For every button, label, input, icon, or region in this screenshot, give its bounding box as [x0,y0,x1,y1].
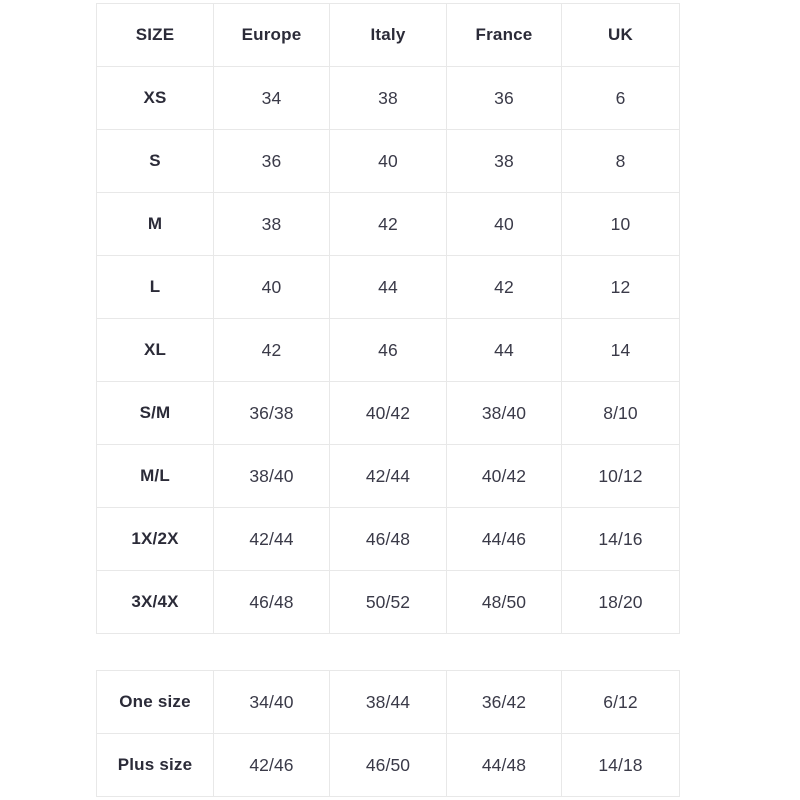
primary-size-table: SIZE Europe Italy France UK XS 34 38 36 … [96,3,680,634]
row-label-m: M [96,192,214,256]
cell-1x-2x-europe: 42/44 [213,507,330,571]
cell-m-l-france: 40/42 [446,444,562,508]
column-header-size: SIZE [96,3,214,67]
column-header-italy: Italy [329,3,447,67]
cell-m-uk: 10 [561,192,680,256]
cell-3x-4x-france: 48/50 [446,570,562,634]
cell-m-europe: 38 [213,192,330,256]
cell-s-uk: 8 [561,129,680,193]
cell-xs-europe: 34 [213,66,330,130]
table-row: 1X/2X 42/44 46/48 44/46 14/16 [96,507,680,571]
table-row: XL 42 46 44 14 [96,318,680,382]
cell-s-france: 38 [446,129,562,193]
cell-l-uk: 12 [561,255,680,319]
cell-xl-europe: 42 [213,318,330,382]
row-label-3x-4x: 3X/4X [96,570,214,634]
cell-3x-4x-uk: 18/20 [561,570,680,634]
row-label-s: S [96,129,214,193]
cell-l-europe: 40 [213,255,330,319]
cell-s-europe: 36 [213,129,330,193]
cell-plus-size-uk: 14/18 [561,733,680,797]
cell-xl-italy: 46 [329,318,447,382]
size-chart-stack: SIZE Europe Italy France UK XS 34 38 36 … [96,3,680,797]
cell-xl-uk: 14 [561,318,680,382]
column-header-france: France [446,3,562,67]
combined-size-table: One size 34/40 38/44 36/42 6/12 Plus siz… [96,670,680,797]
cell-s-m-uk: 8/10 [561,381,680,445]
table-row: 3X/4X 46/48 50/52 48/50 18/20 [96,570,680,634]
cell-s-m-france: 38/40 [446,381,562,445]
cell-m-l-uk: 10/12 [561,444,680,508]
table-row: One size 34/40 38/44 36/42 6/12 [96,670,680,734]
row-label-m-l: M/L [96,444,214,508]
cell-one-size-france: 36/42 [446,670,562,734]
cell-s-m-europe: 36/38 [213,381,330,445]
cell-xs-italy: 38 [329,66,447,130]
row-label-plus-size: Plus size [96,733,214,797]
cell-3x-4x-italy: 50/52 [329,570,447,634]
column-header-uk: UK [561,3,680,67]
cell-3x-4x-europe: 46/48 [213,570,330,634]
cell-m-l-europe: 38/40 [213,444,330,508]
cell-one-size-uk: 6/12 [561,670,680,734]
cell-1x-2x-uk: 14/16 [561,507,680,571]
row-label-l: L [96,255,214,319]
combined-table-body: One size 34/40 38/44 36/42 6/12 Plus siz… [96,670,680,797]
primary-table-header: SIZE Europe Italy France UK [96,3,680,67]
table-row: Plus size 42/46 46/50 44/48 14/18 [96,733,680,797]
cell-s-m-italy: 40/42 [329,381,447,445]
cell-xs-france: 36 [446,66,562,130]
row-label-1x-2x: 1X/2X [96,507,214,571]
cell-m-l-italy: 42/44 [329,444,447,508]
row-label-s-m: S/M [96,381,214,445]
row-label-xs: XS [96,66,214,130]
column-header-europe: Europe [213,3,330,67]
row-label-one-size: One size [96,670,214,734]
table-row: M/L 38/40 42/44 40/42 10/12 [96,444,680,508]
cell-xs-uk: 6 [561,66,680,130]
cell-plus-size-italy: 46/50 [329,733,447,797]
table-row: M 38 42 40 10 [96,192,680,256]
cell-l-france: 42 [446,255,562,319]
table-separator-gap [96,634,679,670]
cell-l-italy: 44 [329,255,447,319]
table-row: S 36 40 38 8 [96,129,680,193]
table-row: XS 34 38 36 6 [96,66,680,130]
cell-plus-size-europe: 42/46 [213,733,330,797]
cell-xl-france: 44 [446,318,562,382]
table-row: S/M 36/38 40/42 38/40 8/10 [96,381,680,445]
primary-table-body: XS 34 38 36 6 S 36 40 38 8 M 38 42 [96,66,680,634]
row-label-xl: XL [96,318,214,382]
table-header-row: SIZE Europe Italy France UK [96,3,680,67]
cell-m-italy: 42 [329,192,447,256]
table-row: L 40 44 42 12 [96,255,680,319]
cell-plus-size-france: 44/48 [446,733,562,797]
cell-m-france: 40 [446,192,562,256]
cell-one-size-italy: 38/44 [329,670,447,734]
cell-1x-2x-italy: 46/48 [329,507,447,571]
cell-s-italy: 40 [329,129,447,193]
cell-one-size-europe: 34/40 [213,670,330,734]
cell-1x-2x-france: 44/46 [446,507,562,571]
